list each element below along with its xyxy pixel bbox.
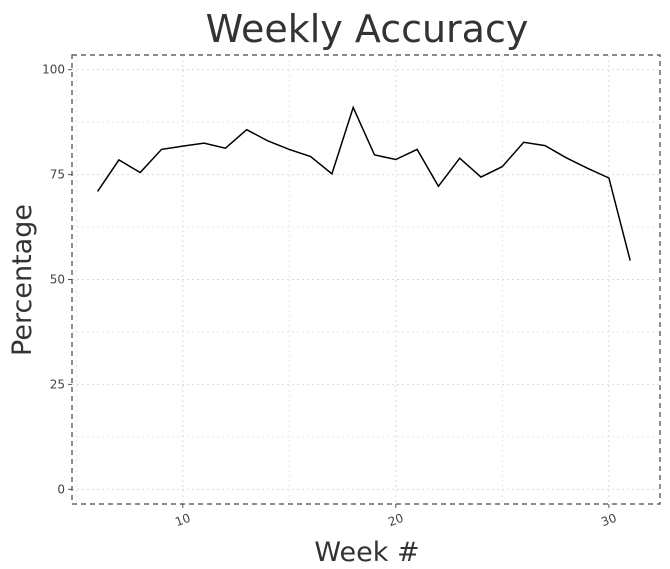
grid — [72, 55, 660, 504]
x-tick-label: 10 — [173, 511, 192, 529]
y-tick-label: 75 — [50, 168, 65, 182]
ticks-layer: 0 25 50 75 100 10 20 30 — [42, 63, 618, 530]
y-axis-label: Percentage — [7, 204, 38, 356]
series-layer — [96, 105, 631, 261]
y-tick-label: 25 — [50, 377, 65, 391]
series-line-0 — [96, 105, 631, 261]
chart-title: Weekly Accuracy — [206, 7, 529, 51]
x-tick-label: 20 — [386, 511, 405, 529]
y-tick-label: 0 — [57, 482, 65, 496]
y-tick-label: 100 — [42, 63, 65, 77]
y-tick-label: 50 — [50, 273, 65, 287]
x-tick-label: 30 — [599, 511, 618, 529]
x-axis-label: Week # — [314, 537, 419, 568]
plot-panel-border — [71, 54, 661, 505]
